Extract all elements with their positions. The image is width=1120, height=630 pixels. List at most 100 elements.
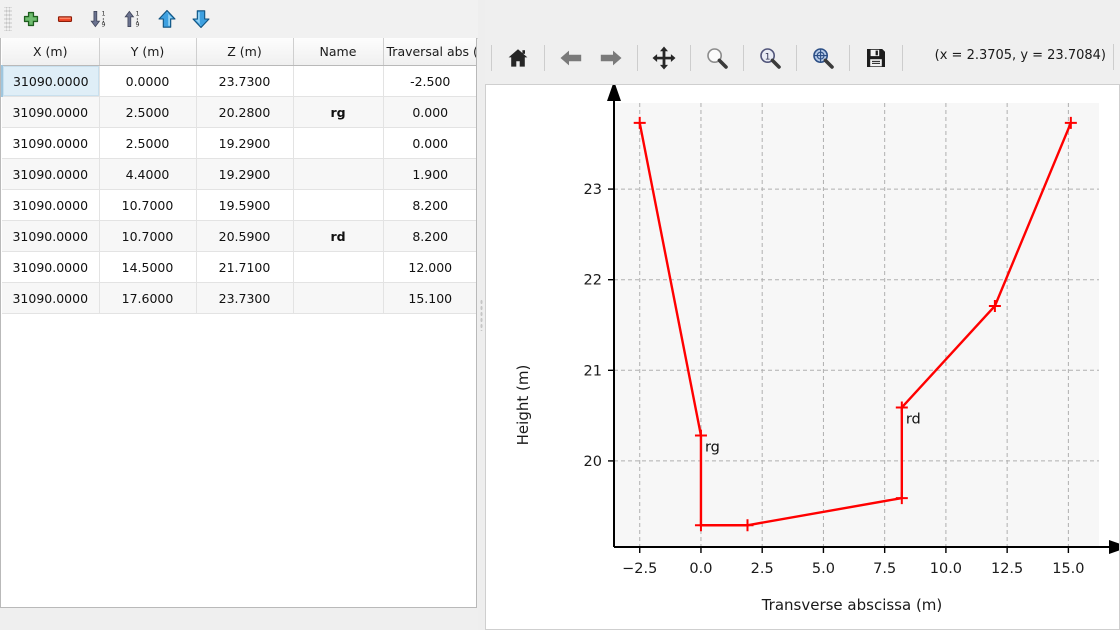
cell-z[interactable]: 19.5900 (196, 189, 294, 221)
toolbar-separator (902, 45, 903, 71)
pan-move-icon (652, 46, 676, 70)
cell-traversal[interactable]: 12.000 (383, 251, 476, 283)
plot-canvas[interactable]: −2.5 0.0 2.5 5.0 7.5 10.0 12.5 15.0 20 21 22 23 rg r… (485, 84, 1120, 630)
cell-name[interactable] (293, 127, 384, 159)
plot-toolbar: 1 (485, 32, 1120, 84)
magnifier-one-icon: 1 (760, 48, 781, 69)
svg-text:1: 1 (136, 11, 140, 18)
cell-y[interactable]: 2.5000 (99, 127, 197, 159)
table-row[interactable]: 31090.0000 4.4000 19.2900 1.900 (2, 158, 476, 190)
cell-name[interactable] (293, 251, 384, 283)
cell-z[interactable]: 20.5900 (196, 220, 294, 252)
zoom-fit-button[interactable] (803, 38, 843, 78)
sort-down-1-9-icon: 19 (90, 11, 106, 29)
move-down-button[interactable] (184, 2, 218, 36)
column-header-name[interactable]: Name (293, 38, 384, 66)
cell-y[interactable]: 10.7000 (99, 220, 197, 252)
cell-traversal[interactable]: 0.000 (383, 96, 476, 128)
save-button[interactable] (856, 38, 896, 78)
data-annotations: rg rd (705, 411, 921, 455)
y-axis-label: Height (m) (514, 365, 532, 446)
column-header-traversal[interactable]: Traversal abs (m (383, 38, 476, 66)
forward-button[interactable] (591, 38, 631, 78)
plus-icon (23, 11, 39, 27)
series-line (638, 122, 1072, 527)
cell-x[interactable]: 31090.0000 (1, 65, 100, 97)
x-tick-label: 10.0 (930, 561, 962, 577)
toolbar-separator (849, 45, 850, 71)
y-tick-label: 22 (584, 273, 602, 289)
cell-traversal[interactable]: 8.200 (383, 220, 476, 252)
cell-name[interactable] (293, 189, 384, 221)
cell-x[interactable]: 31090.0000 (2, 96, 100, 128)
cell-x[interactable]: 31090.0000 (2, 189, 100, 221)
cell-x[interactable]: 31090.0000 (2, 158, 100, 190)
toolbar-drag-handle[interactable] (4, 7, 12, 31)
table-row[interactable]: 31090.0000 0.0000 23.7300 -2.500 (1, 65, 476, 97)
table-row[interactable]: 31090.0000 2.5000 19.2900 0.000 (2, 127, 476, 159)
back-button[interactable] (551, 38, 591, 78)
cell-z[interactable]: 23.7300 (196, 65, 294, 97)
y-tick-label: 21 (584, 363, 602, 379)
column-header-x[interactable]: X (m) (2, 38, 100, 66)
points-table-container[interactable]: X (m) Y (m) Z (m) Name Traversal abs (m … (0, 38, 477, 608)
x-tick-label: −2.5 (622, 561, 657, 577)
zoom-button[interactable] (697, 38, 737, 78)
table-row[interactable]: 31090.0000 17.6000 23.7300 15.100 (2, 282, 476, 314)
data-point-marker (694, 519, 707, 532)
cell-traversal[interactable]: -2.500 (383, 65, 476, 97)
toolbar-separator (491, 45, 492, 71)
data-point-marker (741, 519, 754, 532)
cell-name[interactable] (293, 158, 384, 190)
axis-spines (607, 85, 1119, 554)
cell-x[interactable]: 31090.0000 (2, 251, 100, 283)
zoom-original-button[interactable]: 1 (750, 38, 790, 78)
table-row[interactable]: 31090.0000 10.7000 19.5900 8.200 (2, 189, 476, 221)
cell-z[interactable]: 20.2800 (196, 96, 294, 128)
pan-button[interactable] (644, 38, 684, 78)
point-annotation: rg (705, 440, 720, 456)
cell-name[interactable] (293, 282, 384, 314)
cell-z[interactable]: 21.7100 (196, 251, 294, 283)
data-series (633, 116, 1077, 532)
cell-x[interactable]: 31090.0000 (2, 220, 100, 252)
data-point-marker (694, 429, 707, 442)
cell-name[interactable]: rg (293, 96, 384, 128)
table-row[interactable]: 31090.0000 2.5000 20.2800 rg 0.000 (2, 96, 476, 128)
y-tick-label: 20 (584, 454, 602, 470)
y-axis-arrow (607, 85, 621, 101)
cell-z[interactable]: 19.2900 (196, 158, 294, 190)
column-header-z[interactable]: Z (m) (196, 38, 294, 66)
cell-y[interactable]: 17.6000 (99, 282, 197, 314)
cell-x[interactable]: 31090.0000 (2, 282, 100, 314)
cell-name[interactable] (293, 65, 384, 97)
table-row[interactable]: 31090.0000 10.7000 20.5900 rd 8.200 (2, 220, 476, 252)
data-point-marker (895, 401, 908, 414)
move-up-button[interactable] (150, 2, 184, 36)
table-row[interactable]: 31090.0000 14.5000 21.7100 12.000 (2, 251, 476, 283)
cell-y[interactable]: 0.0000 (99, 65, 197, 97)
splitter-grip-icon (480, 299, 483, 331)
add-row-button[interactable] (14, 2, 48, 36)
cell-traversal[interactable]: 15.100 (383, 282, 476, 314)
cell-z[interactable]: 19.2900 (196, 127, 294, 159)
data-point-marker (988, 299, 1001, 312)
remove-row-button[interactable] (48, 2, 82, 36)
cell-name[interactable]: rd (293, 220, 384, 252)
cell-x[interactable]: 31090.0000 (2, 127, 100, 159)
panel-splitter[interactable] (478, 0, 485, 630)
column-header-y[interactable]: Y (m) (99, 38, 197, 66)
cell-traversal[interactable]: 8.200 (383, 189, 476, 221)
cell-y[interactable]: 4.4000 (99, 158, 197, 190)
cell-traversal[interactable]: 1.900 (383, 158, 476, 190)
cell-y[interactable]: 2.5000 (99, 96, 197, 128)
cell-y[interactable]: 14.5000 (99, 251, 197, 283)
cell-y[interactable]: 10.7000 (99, 189, 197, 221)
cell-z[interactable]: 23.7300 (196, 282, 294, 314)
cell-traversal[interactable]: 0.000 (383, 127, 476, 159)
sort-up-1-9-icon: 19 (124, 11, 140, 29)
home-button[interactable] (498, 38, 538, 78)
